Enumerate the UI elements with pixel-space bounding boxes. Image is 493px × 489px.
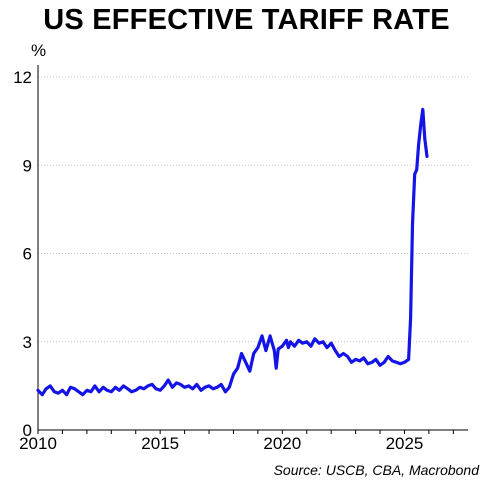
x-tick-label: 2010 [19,434,57,453]
y-tick-label: 12 [13,68,32,87]
axes [37,65,468,434]
x-tick-label: 2015 [141,434,179,453]
gridlines [38,76,468,343]
series-layer [36,107,429,397]
chart-title: US EFFECTIVE TARIFF RATE [43,4,450,36]
x-tick-label: 2020 [263,434,301,453]
y-tick-label: 3 [23,333,32,352]
source-note: Source: USCB, CBA, Macrobond [273,462,479,478]
y-tick-label: 9 [23,156,32,175]
x-tick-labels: 2010 2015 2020 2025 [19,434,423,453]
x-tick-label: 2025 [386,434,424,453]
series-line [36,107,429,397]
y-tick-label: 6 [23,245,32,264]
y-axis-unit-label: % [31,41,46,60]
y-tick-label: 0 [23,421,32,440]
y-tick-labels: 0 3 6 9 12 [13,68,32,440]
